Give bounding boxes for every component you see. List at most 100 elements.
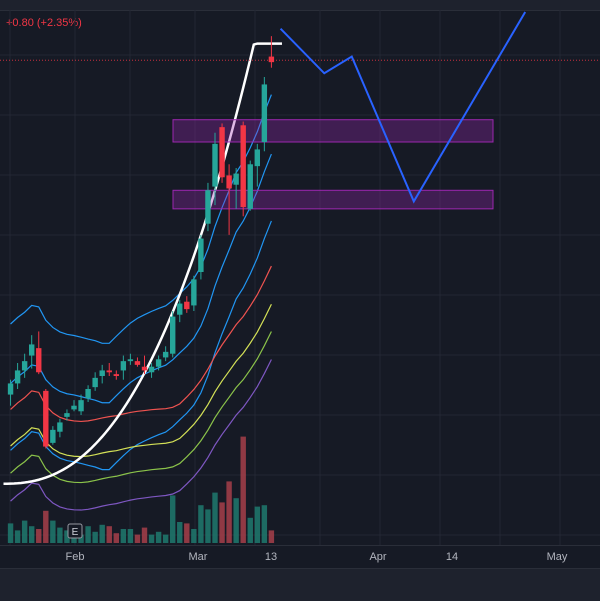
volume-bar [184, 523, 190, 543]
chart-grid [0, 10, 600, 545]
candle-body [57, 422, 63, 432]
candle-body [261, 84, 268, 142]
candle-body [21, 361, 28, 371]
earnings-marker-label: E [72, 527, 79, 538]
volume-bar [78, 534, 84, 543]
projection-line [279, 11, 527, 204]
candle-body [205, 190, 211, 224]
volume-bar [268, 530, 275, 543]
candle-body [99, 370, 105, 376]
volume-bar [36, 529, 42, 543]
projection-path [279, 11, 527, 204]
yellow-average-line [10, 303, 272, 458]
top-toolbar [0, 0, 600, 11]
x-tick-label: Apr [369, 551, 386, 563]
candle-body [141, 366, 148, 371]
candle-body [64, 413, 70, 417]
candle-body [170, 316, 176, 354]
candle-body [247, 164, 253, 209]
volume-bars [7, 436, 275, 543]
candle-body [233, 173, 239, 185]
earnings-marker [67, 523, 83, 539]
candle-body [254, 149, 260, 167]
upper-band-line [10, 94, 272, 344]
zone-box [172, 189, 494, 210]
volume-bar [106, 526, 112, 543]
price-change-label: +0.80 (+2.35%) [6, 17, 82, 29]
candle-body [14, 370, 21, 384]
volume-bar [177, 522, 183, 543]
x-tick-label: Feb [66, 551, 85, 563]
candle-body [191, 279, 197, 306]
indicator-lines [3, 42, 282, 511]
volume-bar [162, 534, 169, 543]
bottom-toolbar [0, 568, 600, 601]
candle-body [85, 389, 91, 399]
volume-bar [57, 527, 63, 543]
event-markers: E [67, 523, 83, 539]
candle-body [106, 370, 112, 373]
volume-bar [233, 498, 239, 543]
volume-bar [99, 524, 105, 543]
volume-bar [198, 505, 204, 543]
volume-bar [64, 530, 70, 543]
candle-body [50, 429, 56, 443]
volume-bar [14, 530, 21, 543]
volume-bar [92, 531, 98, 543]
zone-box [172, 119, 494, 143]
candle-body [148, 366, 155, 373]
volume-bar [50, 520, 56, 543]
volume-bar [21, 520, 28, 543]
candle-body [120, 361, 127, 371]
green-average-line [10, 331, 272, 484]
candle-body [226, 175, 232, 189]
volume-bar [141, 527, 148, 543]
purple-average-line [10, 359, 272, 511]
candle-body [29, 344, 35, 356]
candle-body [155, 359, 162, 367]
volume-bar [226, 481, 232, 543]
volume-bar [212, 492, 218, 543]
candle-body [71, 405, 77, 410]
volume-bar [127, 529, 134, 543]
volume-bar [148, 534, 155, 543]
candle-body [36, 348, 42, 373]
volume-bar [43, 510, 49, 543]
candle-body [212, 143, 218, 187]
time-axis [0, 545, 600, 568]
candle-body [127, 359, 134, 362]
red-average-line [10, 265, 272, 423]
trend-curve [3, 42, 282, 485]
volume-bar [7, 523, 14, 543]
lower-band-line [10, 220, 272, 471]
x-tick-label: Mar [189, 551, 208, 563]
x-tick-label: 14 [446, 551, 458, 563]
x-tick-label: 13 [265, 551, 277, 563]
volume-bar [261, 505, 268, 543]
x-tick-label: May [547, 551, 568, 563]
candle-body [177, 303, 183, 315]
candle-body [240, 125, 246, 207]
candle-body [219, 127, 225, 178]
candle-body [162, 351, 169, 358]
volume-bar [219, 502, 225, 543]
candle-body [43, 390, 49, 447]
candle-body [7, 383, 14, 395]
volume-bar [29, 526, 35, 543]
volume-bar [191, 529, 197, 543]
middle-band-line [10, 153, 272, 404]
candle-body [92, 377, 98, 388]
volume-bar [254, 506, 260, 543]
candle-body [134, 361, 141, 365]
volume-bar [134, 534, 141, 543]
volume-bar [113, 533, 119, 543]
volume-bar [247, 517, 253, 543]
candlesticks [7, 36, 275, 449]
candle-body [184, 301, 190, 310]
highlight-zones [0, 59, 600, 210]
candle-body [113, 374, 119, 376]
volume-bar [205, 509, 211, 543]
volume-bar [240, 436, 246, 543]
candle-body [78, 400, 84, 412]
